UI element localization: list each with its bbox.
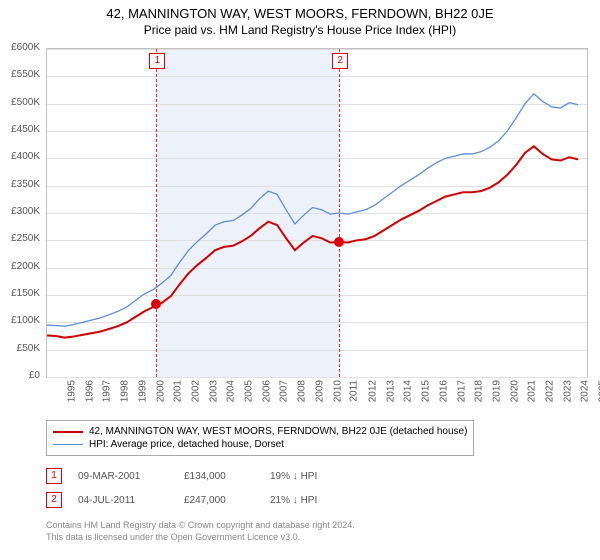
x-tick-label: 2001 (172, 380, 183, 402)
footer-text: Contains HM Land Registry data © Crown c… (46, 520, 355, 543)
x-tick-label: 1995 (66, 380, 77, 402)
legend-swatch (53, 444, 83, 445)
x-tick-label: 2017 (456, 380, 467, 402)
sale-point-icon (151, 299, 161, 309)
y-tick-label: £350K (0, 179, 40, 190)
y-tick-label: £100K (0, 315, 40, 326)
x-tick-label: 2023 (562, 380, 573, 402)
y-tick-label: £0 (0, 370, 40, 381)
tx-date: 09-MAR-2001 (78, 471, 168, 482)
x-tick-label: 1998 (119, 380, 130, 402)
y-tick-label: £450K (0, 124, 40, 135)
marker-box-2: 2 (46, 492, 62, 508)
legend-label: 42, MANNINGTON WAY, WEST MOORS, FERNDOWN… (89, 426, 467, 437)
series-line (47, 146, 578, 337)
chart-title: 42, MANNINGTON WAY, WEST MOORS, FERNDOWN… (0, 0, 600, 21)
x-tick-label: 1997 (102, 380, 113, 402)
y-tick-label: £150K (0, 288, 40, 299)
x-tick-label: 2008 (296, 380, 307, 402)
marker-box-icon: 1 (149, 53, 165, 69)
x-tick-label: 2007 (279, 380, 290, 402)
tx-price: £134,000 (184, 471, 254, 482)
chart-subtitle: Price paid vs. HM Land Registry's House … (0, 21, 600, 41)
x-tick-label: 2005 (243, 380, 254, 402)
y-tick-label: £400K (0, 151, 40, 162)
x-tick-label: 2016 (438, 380, 449, 402)
tx-date: 04-JUL-2011 (78, 495, 168, 506)
tx-pct: 19% ↓ HPI (270, 471, 317, 482)
x-tick-label: 2015 (420, 380, 431, 402)
x-tick-label: 2018 (473, 380, 484, 402)
chart-container: 42, MANNINGTON WAY, WEST MOORS, FERNDOWN… (0, 0, 600, 560)
y-tick-label: £200K (0, 261, 40, 272)
y-tick-label: £250K (0, 233, 40, 244)
marker-box-icon: 2 (332, 53, 348, 69)
x-tick-label: 2004 (226, 380, 237, 402)
footer-line-1: Contains HM Land Registry data © Crown c… (46, 520, 355, 532)
tx-pct: 21% ↓ HPI (270, 495, 317, 506)
transaction-row-1: 1 09-MAR-2001 £134,000 19% ↓ HPI (46, 468, 317, 484)
x-tick-label: 2003 (208, 380, 219, 402)
x-tick-label: 1999 (137, 380, 148, 402)
footer-line-2: This data is licensed under the Open Gov… (46, 532, 355, 544)
x-tick-label: 2024 (580, 380, 591, 402)
y-tick-label: £600K (0, 42, 40, 53)
legend: 42, MANNINGTON WAY, WEST MOORS, FERNDOWN… (46, 420, 474, 456)
marker-box-1: 1 (46, 468, 62, 484)
x-tick-label: 2006 (261, 380, 272, 402)
x-tick-label: 2014 (403, 380, 414, 402)
legend-label: HPI: Average price, detached house, Dors… (89, 439, 284, 450)
y-tick-label: £550K (0, 69, 40, 80)
x-tick-label: 2013 (385, 380, 396, 402)
series-line (47, 94, 578, 326)
sale-point-icon (334, 237, 344, 247)
y-tick-label: £300K (0, 206, 40, 217)
x-tick-label: 2022 (544, 380, 555, 402)
x-tick-label: 2011 (349, 380, 360, 402)
x-tick-label: 2012 (367, 380, 378, 402)
x-tick-label: 2002 (190, 380, 201, 402)
x-tick-label: 2010 (332, 380, 343, 402)
x-tick-label: 2009 (314, 380, 325, 402)
y-tick-label: £50K (0, 343, 40, 354)
x-tick-label: 2019 (491, 380, 502, 402)
x-tick-label: 2000 (155, 380, 166, 402)
legend-swatch (53, 431, 83, 433)
transaction-row-2: 2 04-JUL-2011 £247,000 21% ↓ HPI (46, 492, 317, 508)
x-tick-label: 2021 (527, 380, 538, 402)
tx-price: £247,000 (184, 495, 254, 506)
x-tick-label: 2020 (509, 380, 520, 402)
y-tick-label: £500K (0, 97, 40, 108)
plot-area: 12 (46, 48, 588, 378)
x-tick-label: 1996 (84, 380, 95, 402)
